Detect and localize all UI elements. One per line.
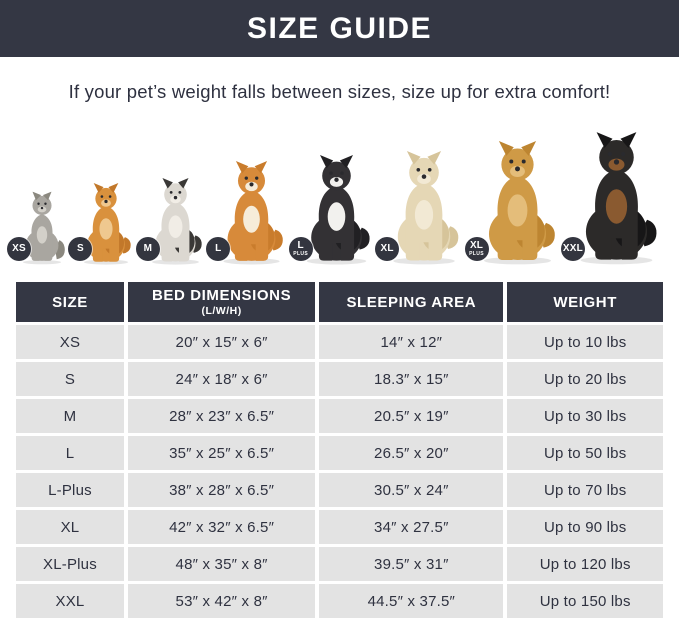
table-row-xl-plus: XL-Plus 48″ x 35″ x 8″ 39.5″ x 31″ Up to… [16, 547, 663, 581]
table-row-l: L 35″ x 25″ x 6.5″ 26.5″ x 20″ Up to 50 … [16, 436, 663, 470]
cell-bed: 48″ x 35″ x 8″ [127, 547, 316, 581]
cell-bed: 38″ x 28″ x 6.5″ [127, 473, 316, 507]
size-badge-label: L [297, 240, 304, 251]
animal-pomeranian: S [68, 183, 135, 265]
cell-sleep: 14″ x 12″ [319, 325, 504, 359]
cell-sleep: 26.5″ x 20″ [319, 436, 504, 470]
animal-labrador: XL [375, 151, 464, 265]
size-badge-label: XL [380, 243, 394, 254]
size-table-body: XS 20″ x 15″ x 6″ 14″ x 12″ Up to 10 lbs… [16, 325, 663, 618]
cell-weight: Up to 10 lbs [507, 325, 663, 359]
size-badge-l: L [206, 237, 231, 261]
animal-doberman: XXL [560, 132, 663, 265]
size-badge-l-plus: L PLUS [288, 237, 313, 261]
size-badge-label: XXL [562, 243, 583, 254]
size-table-header: SIZE BED DIMENSIONS (L/W/H) SLEEPING ARE… [16, 282, 663, 322]
size-badge-label: XL [469, 240, 484, 251]
animal-shiba-inu: L [206, 161, 288, 265]
title-banner: SIZE GUIDE [0, 0, 679, 57]
cell-weight: Up to 150 lbs [507, 584, 663, 618]
cell-bed: 42″ x 32″ x 6.5″ [127, 510, 316, 544]
page-title: SIZE GUIDE [246, 11, 433, 45]
cell-sleep: 44.5″ x 37.5″ [319, 584, 504, 618]
cell-weight: Up to 120 lbs [507, 547, 663, 581]
cell-size: XS [16, 325, 124, 359]
cell-size: S [16, 362, 124, 396]
cell-weight: Up to 70 lbs [507, 473, 663, 507]
sizing-tip-text: If your pet’s weight falls between sizes… [68, 81, 611, 102]
cell-sleep: 39.5″ x 31″ [319, 547, 504, 581]
animal-golden-retriever: XL PLUS [464, 141, 561, 265]
size-badge-sublabel: PLUS [293, 251, 309, 257]
table-row-xxl: XXL 53″ x 42″ x 8″ 44.5″ x 37.5″ Up to 1… [16, 584, 663, 618]
cell-size: XXL [16, 584, 124, 618]
table-row-xl: XL 42″ x 32″ x 6.5″ 34″ x 27.5″ Up to 90… [16, 510, 663, 544]
column-header-bed-dimensions-sub: (L/W/H) [201, 305, 242, 317]
cell-sleep: 20.5″ x 19″ [319, 399, 504, 433]
table-row-m: M 28″ x 23″ x 6.5″ 20.5″ x 19″ Up to 30 … [16, 399, 663, 433]
cell-bed: 53″ x 42″ x 8″ [127, 584, 316, 618]
cell-bed: 28″ x 23″ x 6.5″ [127, 399, 316, 433]
cell-size: L-Plus [16, 473, 124, 507]
size-badge-xl: XL [375, 237, 400, 261]
size-badge-s: S [68, 237, 93, 261]
cell-sleep: 34″ x 27.5″ [319, 510, 504, 544]
cell-sleep: 18.3″ x 15″ [319, 362, 504, 396]
size-badge-xs: XS [7, 237, 31, 261]
column-header-size: SIZE [16, 282, 124, 322]
column-header-sleeping-area: SLEEPING AREA [319, 282, 504, 322]
cell-bed: 35″ x 25″ x 6.5″ [127, 436, 316, 470]
cell-weight: Up to 30 lbs [507, 399, 663, 433]
table-row-s: S 24″ x 18″ x 6″ 18.3″ x 15″ Up to 20 lb… [16, 362, 663, 396]
size-badge-label: L [215, 243, 222, 254]
table-row-l-plus: L-Plus 38″ x 28″ x 6.5″ 30.5″ x 24″ Up t… [16, 473, 663, 507]
size-table: SIZE BED DIMENSIONS (L/W/H) SLEEPING ARE… [12, 279, 667, 621]
cell-weight: Up to 20 lbs [507, 362, 663, 396]
cell-weight: Up to 90 lbs [507, 510, 663, 544]
size-badge-m: M [135, 237, 160, 261]
size-badge-label: S [76, 243, 84, 254]
cell-size: M [16, 399, 124, 433]
size-badge-xxl: XXL [560, 237, 585, 261]
animal-size-row: XS S M L [0, 113, 679, 265]
size-badge-label: M [143, 243, 153, 254]
size-badge-sublabel: PLUS [469, 251, 484, 257]
column-header-bed-dimensions: BED DIMENSIONS (L/W/H) [127, 282, 316, 322]
cell-bed: 24″ x 18″ x 6″ [127, 362, 316, 396]
table-row-xs: XS 20″ x 15″ x 6″ 14″ x 12″ Up to 10 lbs [16, 325, 663, 359]
size-badge-label: XS [12, 243, 26, 254]
cell-sleep: 30.5″ x 24″ [319, 473, 504, 507]
cell-size: L [16, 436, 124, 470]
column-header-bed-dimensions-title: BED DIMENSIONS [151, 287, 292, 304]
size-badge-xl-plus: XL PLUS [464, 237, 489, 261]
cell-size: XL-Plus [16, 547, 124, 581]
cell-bed: 20″ x 15″ x 6″ [127, 325, 316, 359]
cell-weight: Up to 50 lbs [507, 436, 663, 470]
column-header-weight: WEIGHT [507, 282, 663, 322]
animal-border-collie: L PLUS [288, 155, 375, 265]
animal-french-bulldog: M [135, 178, 206, 265]
cell-size: XL [16, 510, 124, 544]
animal-cat: XS [7, 191, 68, 265]
